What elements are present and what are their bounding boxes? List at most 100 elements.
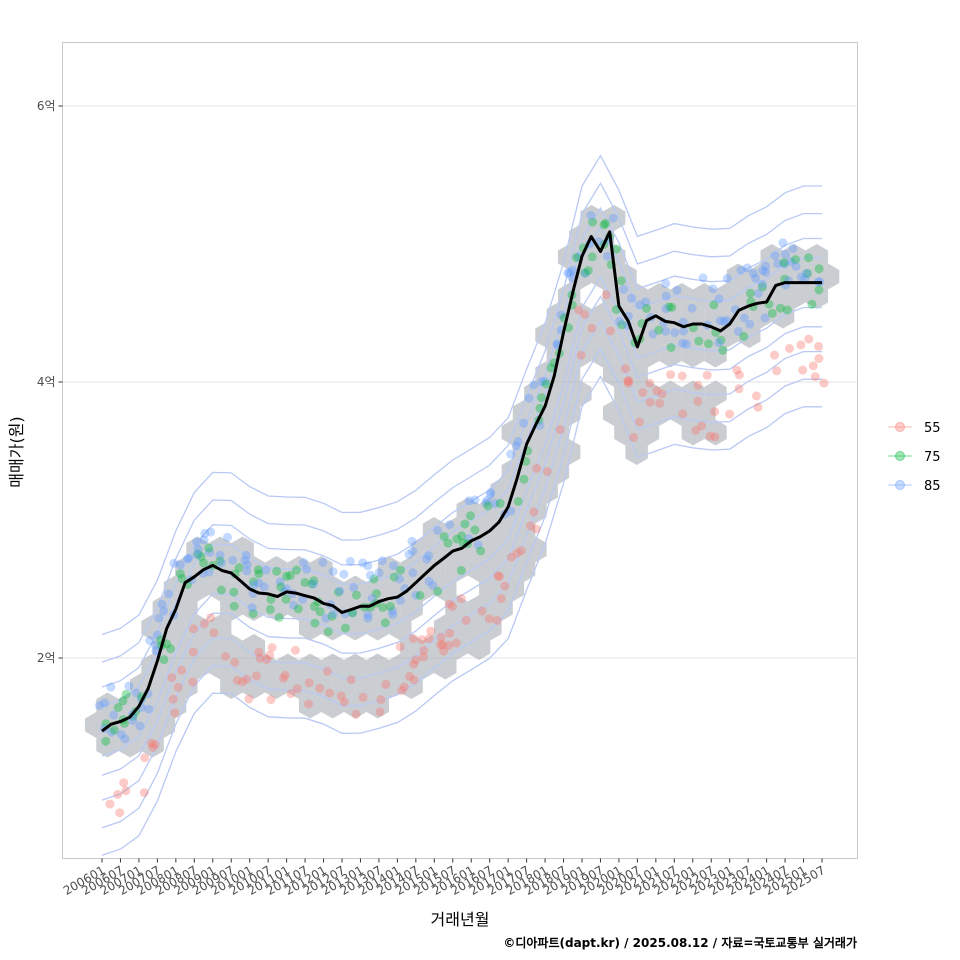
point-85 [261, 565, 271, 575]
hex-bin [546, 302, 570, 329]
hex-bin [400, 556, 423, 582]
point-85 [758, 266, 768, 275]
point-85 [580, 268, 590, 278]
point-55 [492, 615, 502, 625]
point-75 [616, 276, 626, 286]
hex-bin [85, 712, 108, 738]
hex-bin [557, 439, 581, 465]
point-55 [702, 370, 712, 380]
point-75 [775, 303, 785, 313]
point-75 [537, 393, 546, 403]
point-85 [748, 268, 758, 278]
legend-label-75: 75 [924, 450, 941, 465]
point-55 [451, 638, 461, 648]
hex-bin [704, 341, 727, 368]
point-85 [159, 606, 169, 616]
point-55 [448, 602, 457, 611]
point-75 [166, 644, 176, 654]
point-85 [223, 532, 232, 542]
hex-bin [310, 556, 333, 582]
point-55 [725, 409, 735, 419]
hex-bin [670, 322, 693, 348]
point-75 [587, 252, 597, 262]
point-55 [629, 433, 639, 442]
point-85 [200, 528, 210, 538]
point-85 [308, 579, 318, 589]
point-85 [289, 600, 298, 610]
point-85 [678, 338, 688, 348]
point-55 [244, 694, 254, 704]
point-75 [782, 305, 792, 315]
point-55 [532, 463, 542, 473]
point-55 [170, 708, 180, 718]
point-55 [230, 657, 240, 667]
point-55 [772, 366, 782, 376]
point-85 [328, 567, 338, 577]
point-55 [395, 642, 405, 652]
point-85 [733, 326, 743, 336]
hex-bin [355, 673, 378, 699]
point-55 [279, 673, 288, 683]
point-85 [206, 527, 216, 537]
point-75 [642, 303, 651, 313]
legend-key-55 [895, 422, 905, 432]
point-55 [267, 643, 277, 653]
point-75 [380, 618, 390, 628]
point-75 [415, 590, 425, 600]
point-85 [586, 210, 596, 220]
point-85 [240, 555, 250, 565]
point-85 [670, 328, 680, 338]
point-75 [254, 569, 264, 579]
hex-bin [208, 653, 232, 680]
point-55 [409, 659, 419, 669]
point-55 [121, 786, 131, 796]
hex-bin [467, 517, 491, 543]
hex-bin [490, 595, 513, 621]
point-55 [280, 670, 290, 680]
point-85 [641, 297, 651, 307]
point-75 [779, 258, 789, 268]
point-85 [780, 249, 790, 259]
point-85 [486, 487, 496, 497]
point-55 [315, 683, 325, 693]
hex-bin [693, 283, 716, 309]
hex-bin [96, 692, 119, 719]
point-55 [221, 651, 230, 661]
point-85 [796, 272, 806, 282]
point-55 [189, 624, 198, 634]
point-85 [157, 599, 167, 609]
point-55 [657, 389, 667, 399]
point-55 [262, 655, 272, 665]
point-75 [282, 571, 291, 581]
point-75 [396, 565, 405, 575]
hex-bin [377, 673, 401, 699]
hex-bin [726, 263, 750, 290]
point-85 [661, 304, 671, 314]
hex-bin [738, 322, 761, 348]
point-85 [124, 681, 134, 691]
point-55 [411, 655, 421, 665]
point-85 [464, 496, 474, 506]
hex-bin [197, 556, 221, 582]
point-55 [254, 647, 264, 657]
point-55 [635, 417, 644, 427]
point-85 [150, 640, 160, 650]
density-contour [101, 375, 822, 856]
point-85 [568, 265, 578, 275]
point-55 [419, 646, 429, 655]
hex-bin [434, 614, 457, 641]
hex-bin [625, 439, 648, 465]
point-75 [281, 594, 291, 604]
point-55 [237, 677, 247, 687]
point-55 [177, 665, 187, 675]
point-55 [655, 398, 665, 408]
point-55 [624, 376, 634, 386]
point-55 [436, 640, 445, 650]
point-55 [439, 646, 449, 656]
hex-bin [298, 614, 322, 641]
point-55 [693, 396, 703, 406]
point-55 [601, 290, 611, 300]
hex-bin [445, 634, 468, 660]
point-85 [791, 261, 801, 271]
point-85 [215, 550, 225, 560]
